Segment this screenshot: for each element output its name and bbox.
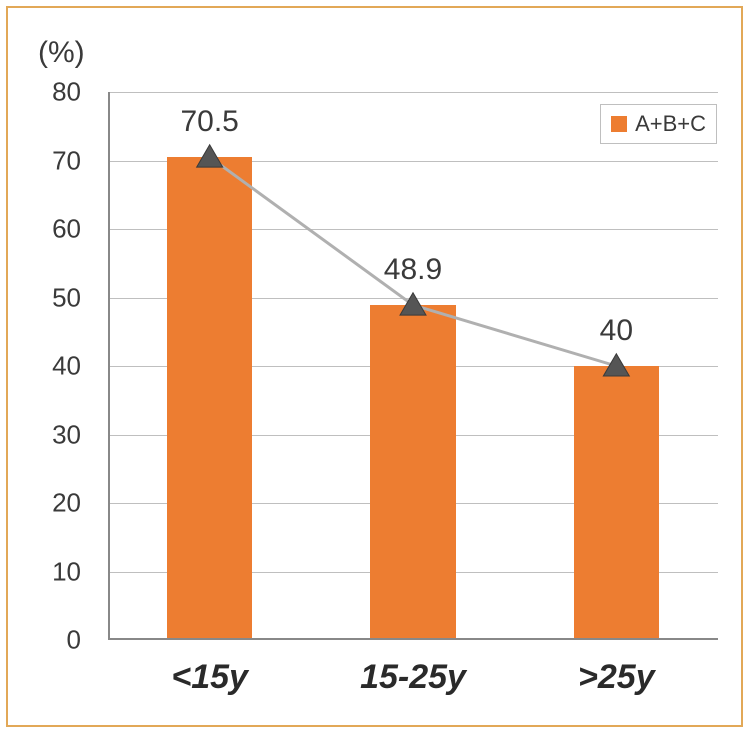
marker-triangle-icon bbox=[603, 354, 629, 376]
trend-line bbox=[108, 92, 718, 640]
plot-area: 70.5 48.9 40 bbox=[108, 92, 718, 640]
y-tick-label: 70 bbox=[21, 145, 81, 176]
y-tick-label: 50 bbox=[21, 282, 81, 313]
data-label: 48.9 bbox=[384, 253, 442, 287]
legend: A+B+C bbox=[600, 104, 717, 144]
y-tick-label: 0 bbox=[21, 625, 81, 656]
x-tick-label: >25y bbox=[578, 658, 655, 697]
x-tick-label: <15y bbox=[171, 658, 248, 697]
marker-triangle-icon bbox=[400, 293, 426, 315]
y-axis-line bbox=[108, 92, 110, 640]
y-axis-unit: (%) bbox=[38, 36, 85, 70]
chart-frame: (%) 70.5 48.9 40 A+B+C 0 10 20 30 40 50 60 70 80 <1… bbox=[6, 6, 743, 727]
y-tick-label: 10 bbox=[21, 556, 81, 587]
legend-label: A+B+C bbox=[635, 111, 706, 137]
x-axis-line bbox=[108, 638, 718, 640]
legend-swatch bbox=[611, 116, 627, 132]
data-label: 70.5 bbox=[180, 105, 238, 139]
marker-triangle-icon bbox=[197, 145, 223, 167]
y-tick-label: 60 bbox=[21, 214, 81, 245]
y-tick-label: 30 bbox=[21, 419, 81, 450]
x-tick-label: 15-25y bbox=[360, 658, 466, 697]
y-tick-label: 40 bbox=[21, 351, 81, 382]
y-tick-label: 20 bbox=[21, 488, 81, 519]
data-label: 40 bbox=[600, 314, 633, 348]
y-tick-label: 80 bbox=[21, 77, 81, 108]
